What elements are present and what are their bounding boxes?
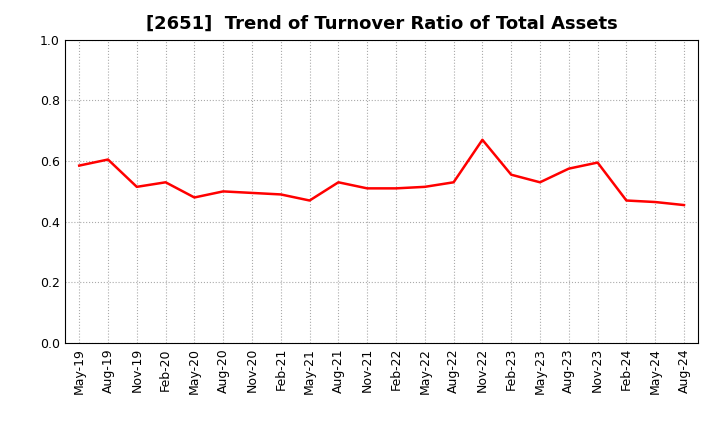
Title: [2651]  Trend of Turnover Ratio of Total Assets: [2651] Trend of Turnover Ratio of Total … xyxy=(145,15,618,33)
